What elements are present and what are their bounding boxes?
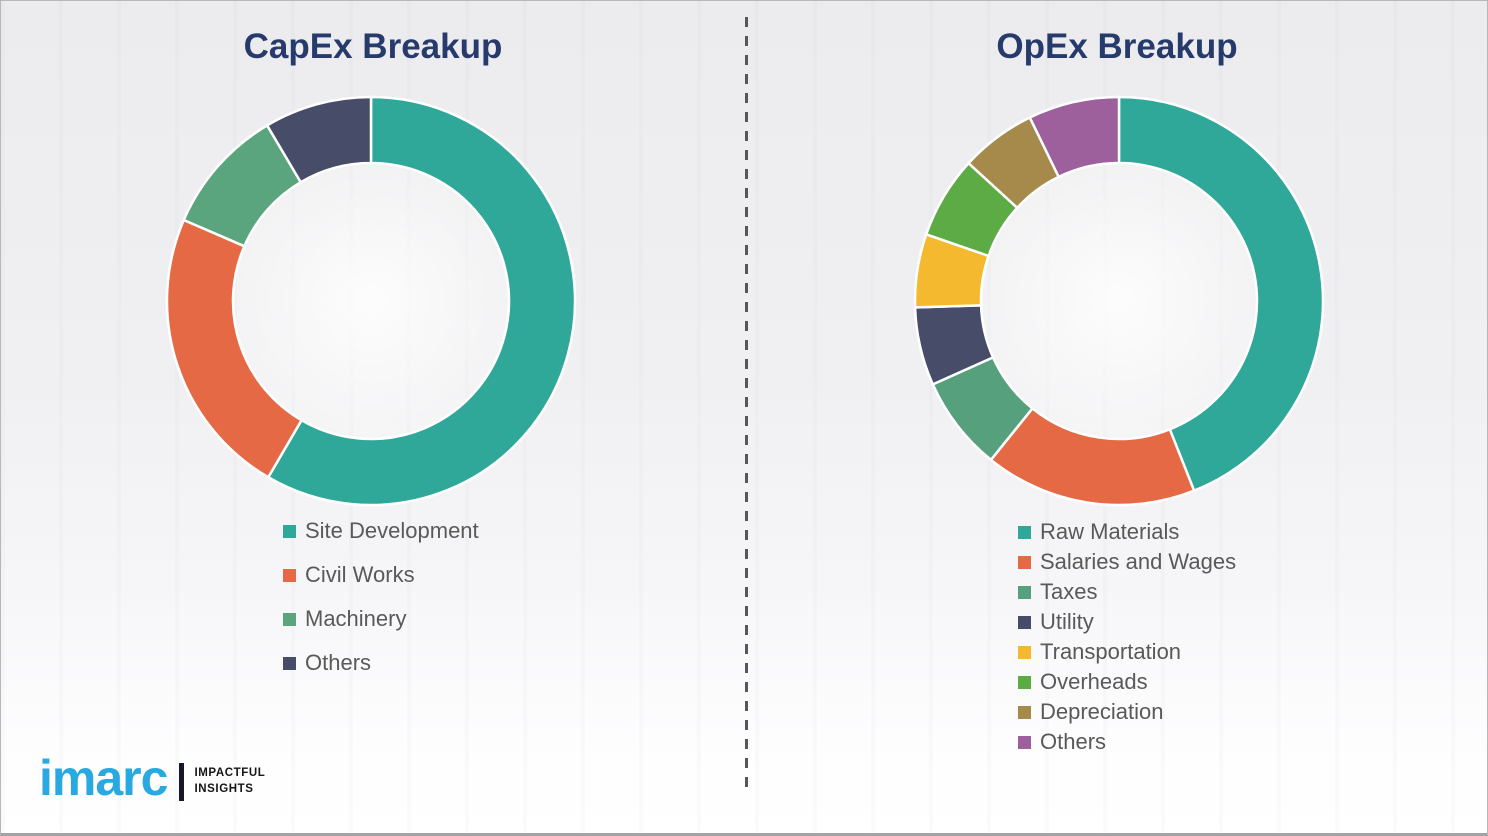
legend-item-overheads: Overheads xyxy=(1018,667,1236,697)
legend-label: Machinery xyxy=(305,606,407,631)
legend-label: Utility xyxy=(1040,609,1094,634)
legend-item-salaries-and-wages: Salaries and Wages xyxy=(1018,547,1236,577)
legend-item-taxes: Taxes xyxy=(1018,577,1236,607)
donut-segment-raw-materials xyxy=(1117,95,1325,493)
legend-label: Overheads xyxy=(1040,669,1148,694)
legend-label: Raw Materials xyxy=(1040,519,1180,544)
legend-swatch-icon xyxy=(1018,645,1031,659)
legend-item-site-development: Site Development xyxy=(283,509,479,553)
donut-segment-others xyxy=(1028,95,1121,179)
capex-donut-chart xyxy=(165,95,577,507)
legend-item-utility: Utility xyxy=(1018,607,1236,637)
legend-label: Transportation xyxy=(1040,639,1182,664)
logo-divider-bar xyxy=(179,762,185,801)
legend-label: Civil Works xyxy=(305,562,415,587)
donut-segment-civil-works xyxy=(165,218,304,479)
vertical-dashed-divider xyxy=(745,17,748,793)
opex-legend: Raw Materials Salaries and Wages Taxes Util… xyxy=(1018,517,1236,757)
legend-swatch-icon xyxy=(283,656,296,670)
legend-label: Site Development xyxy=(305,518,479,543)
legend-swatch-icon xyxy=(1018,525,1031,539)
capex-legend: Site Development Civil Works Machinery Othe… xyxy=(283,509,479,685)
legend-label: Others xyxy=(305,650,372,675)
legend-swatch-icon xyxy=(1018,555,1031,569)
legend-swatch-icon xyxy=(1018,705,1031,719)
legend-swatch-icon xyxy=(283,524,296,538)
legend-swatch-icon xyxy=(1018,735,1031,749)
legend-label: Salaries and Wages xyxy=(1040,549,1237,574)
legend-item-others: Others xyxy=(283,641,479,685)
capex-panel: CapEx Breakup Site Development Civil Work… xyxy=(1,1,745,833)
legend-label: Depreciation xyxy=(1040,699,1164,724)
imarc-tagline: IMPACTFUL INSIGHTS xyxy=(194,766,265,797)
legend-item-machinery: Machinery xyxy=(283,597,479,641)
donut-segment-site-development xyxy=(266,95,577,507)
legend-swatch-icon xyxy=(1018,675,1031,689)
legend-label: Taxes xyxy=(1040,579,1098,604)
opex-chart-title: OpEx Breakup xyxy=(996,27,1238,66)
legend-item-raw-materials: Raw Materials xyxy=(1018,517,1236,547)
capex-chart-title: CapEx Breakup xyxy=(243,27,503,66)
opex-donut-chart xyxy=(913,95,1325,507)
legend-swatch-icon xyxy=(283,612,296,626)
opex-panel: OpEx Breakup Raw Materials Salaries and W… xyxy=(745,1,1487,833)
legend-item-civil-works: Civil Works xyxy=(283,553,479,597)
tagline-line-1: IMPACTFUL xyxy=(194,766,266,779)
tagline-line-2: INSIGHTS xyxy=(194,782,254,795)
legend-item-transportation: Transportation xyxy=(1018,637,1236,667)
legend-swatch-icon xyxy=(1018,585,1031,599)
legend-item-depreciation: Depreciation xyxy=(1018,697,1236,727)
legend-swatch-icon xyxy=(283,568,296,582)
donut-segment-others xyxy=(265,95,373,184)
legend-item-others: Others xyxy=(1018,727,1236,757)
imarc-wordmark: imarc xyxy=(39,750,168,806)
legend-label: Others xyxy=(1040,729,1107,754)
imarc-logo: imarc IMPACTFUL INSIGHTS xyxy=(39,750,265,806)
legend-swatch-icon xyxy=(1018,615,1031,629)
